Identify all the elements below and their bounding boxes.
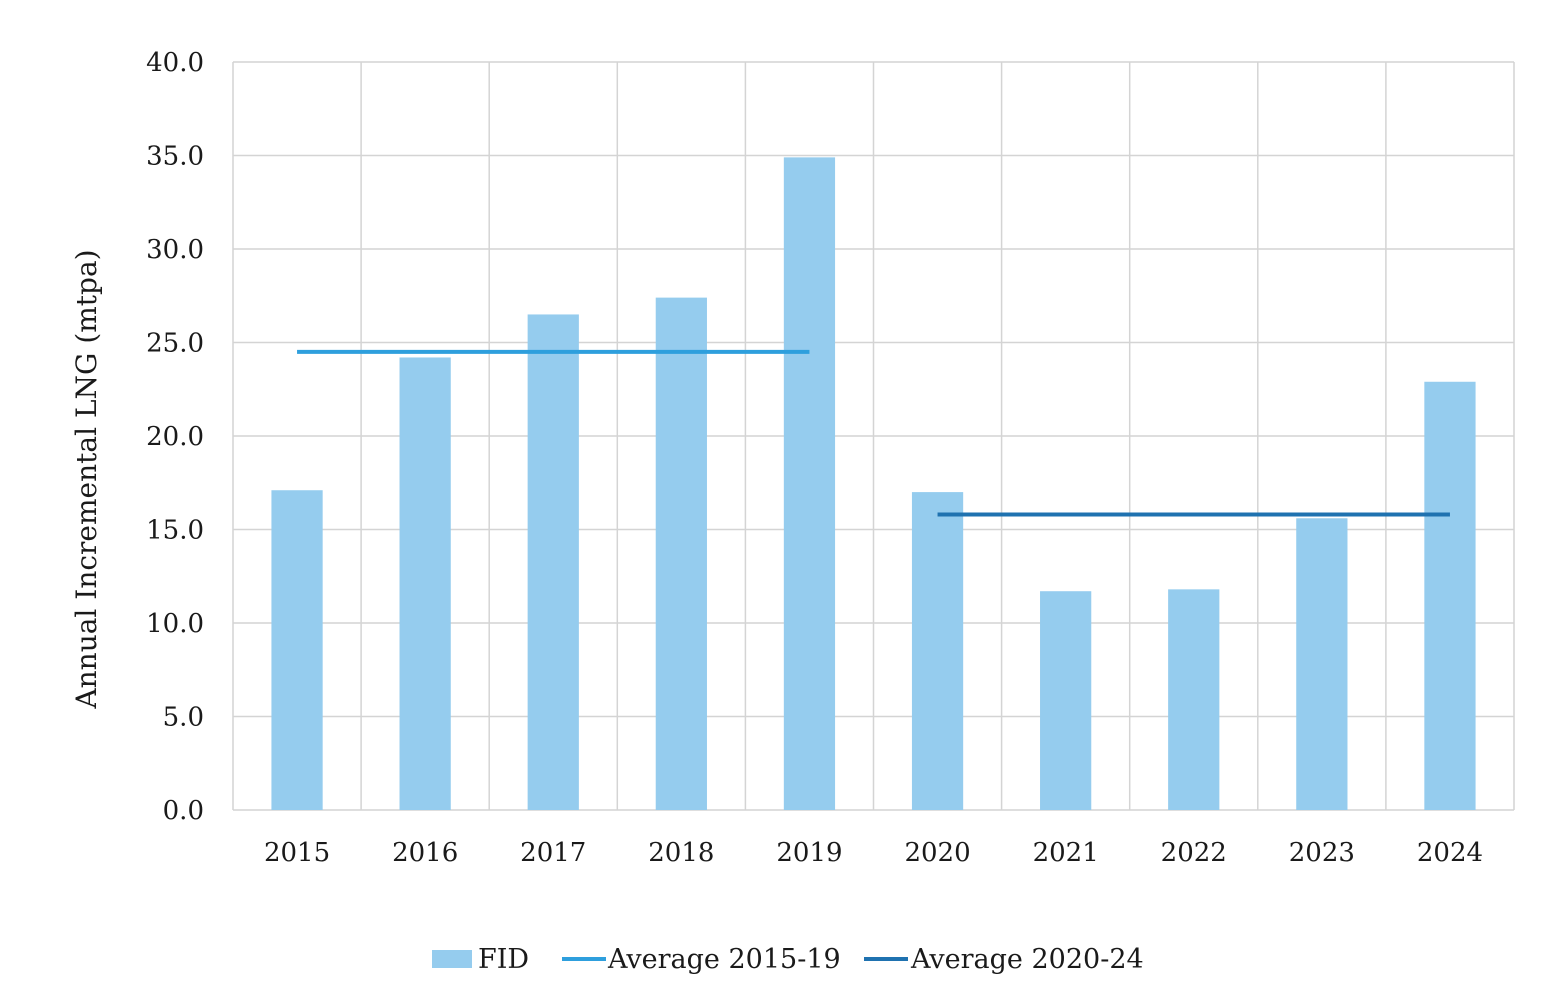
y-tick-label: 0.0 <box>163 796 204 826</box>
bar-fid-2020 <box>911 492 964 810</box>
x-tick-label: 2017 <box>520 838 586 868</box>
x-axis-ticks: 2015 2016 2017 2018 2019 2020 2021 2022 2023 2024 <box>264 838 1483 868</box>
legend-label: Average 2015-19 <box>607 944 841 975</box>
x-tick-label: 2024 <box>1417 838 1483 868</box>
bars <box>271 157 1476 810</box>
y-tick-label: 40.0 <box>146 48 204 78</box>
y-tick-label: 10.0 <box>146 609 204 639</box>
bar-fid-2024 <box>1424 381 1476 810</box>
y-tick-label: 35.0 <box>146 142 204 172</box>
y-tick-label: 30.0 <box>146 235 204 265</box>
y-axis-ticks: 0.0 5.0 10.0 15.0 20.0 25.0 30.0 35.0 40.0 <box>146 48 204 826</box>
x-tick-label: 2022 <box>1161 838 1227 868</box>
y-tick-label: 20.0 <box>146 422 204 452</box>
legend: FID Average 2015-19 Average 2020-24 <box>432 944 1144 975</box>
legend-label: Average 2020-24 <box>910 944 1144 975</box>
x-tick-label: 2019 <box>776 838 842 868</box>
y-tick-label: 5.0 <box>163 703 204 733</box>
x-tick-label: 2020 <box>904 838 970 868</box>
bar-fid-2023 <box>1296 518 1348 810</box>
legend-label: FID <box>478 944 529 975</box>
gridlines <box>232 61 1515 811</box>
bar-fid-2019 <box>783 157 836 810</box>
y-axis-title: Annual Incremental LNG (mtpa) <box>70 249 103 709</box>
x-tick-label: 2023 <box>1289 838 1355 868</box>
x-tick-label: 2016 <box>392 838 458 868</box>
bar-fid-2015 <box>271 490 323 810</box>
x-tick-label: 2021 <box>1033 838 1099 868</box>
bar-fid-2021 <box>1040 591 1092 810</box>
average-lines <box>297 349 1450 517</box>
x-tick-label: 2018 <box>648 838 714 868</box>
bar-fid-2017 <box>527 314 579 810</box>
x-tick-label: 2015 <box>264 838 330 868</box>
legend-swatch-fid <box>432 950 472 968</box>
bar-fid-2016 <box>399 357 451 810</box>
y-tick-label: 15.0 <box>146 516 204 546</box>
y-tick-label: 25.0 <box>146 329 204 359</box>
bar-fid-2022 <box>1168 589 1220 810</box>
bar-fid-2018 <box>655 297 707 810</box>
